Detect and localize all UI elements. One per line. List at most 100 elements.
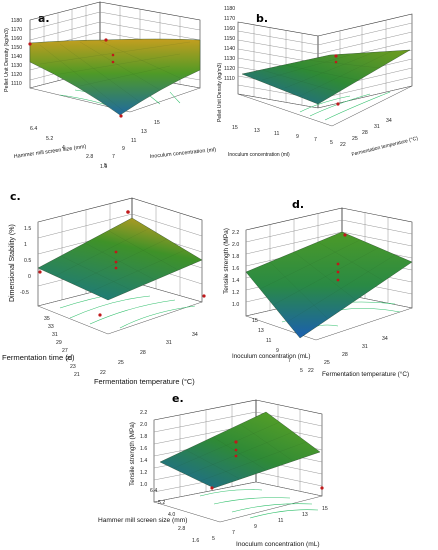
panel-e-point bbox=[320, 486, 324, 490]
panel-d-x-axis-label: Fermentation temperature (°C) bbox=[322, 370, 409, 378]
panel-a-x-tick: 11 bbox=[131, 138, 136, 144]
panel-e-z-tick: 1.4 bbox=[140, 458, 147, 464]
panel-d-x-tick: 22 bbox=[308, 368, 314, 374]
panel-e-x-tick: 11 bbox=[278, 518, 283, 524]
panel-b-z-tick: 1110 bbox=[224, 76, 235, 82]
panel-e-z-tick: 2.0 bbox=[140, 422, 147, 428]
panel-b-z-tick: 1160 bbox=[224, 26, 235, 32]
panel-c-z-tick: 1 bbox=[24, 242, 27, 248]
panel-a-x-tick: 9 bbox=[122, 146, 125, 152]
panel-b-z-tick: 1130 bbox=[224, 56, 235, 62]
panel-c-x-tick: 31 bbox=[166, 340, 172, 346]
panel-d-z-tick: 1.6 bbox=[232, 266, 239, 272]
panel-b-x-tick: 31 bbox=[374, 124, 380, 130]
panel-b-y-tick: 13 bbox=[254, 128, 260, 134]
panel-e-label: e. bbox=[172, 392, 184, 405]
panel-b-surface-mesh bbox=[261, 50, 393, 97]
panel-e-point bbox=[234, 440, 238, 444]
panel-b-y-ticks: 15 13 11 9 7 5 bbox=[232, 125, 333, 146]
panel-e: e. 2.2 2.0 1.8 1.6 1. bbox=[98, 392, 328, 548]
panel-d-z-axis-label: Tensile strength (MPa) bbox=[223, 228, 230, 294]
panel-a-z-tick: 1120 bbox=[11, 72, 22, 78]
panel-c-x-tick: 34 bbox=[192, 332, 198, 338]
panel-a-z-axis-label: Pellet Unit Density (kg/m3) bbox=[4, 28, 10, 92]
panel-e-z-tick: 1.2 bbox=[140, 470, 147, 476]
panel-e-y-tick: 4.0 bbox=[168, 512, 175, 518]
panel-e-z-tick: 2.2 bbox=[140, 410, 147, 416]
panel-c-z-ticks: 1.5 1 0.5 0 -0.5 bbox=[20, 226, 31, 296]
panel-b-x-tick: 25 bbox=[352, 136, 358, 142]
panel-c-point bbox=[98, 313, 102, 317]
panel-a-y-tick: 2.8 bbox=[86, 154, 93, 160]
panel-a-z-tick: 1180 bbox=[11, 18, 22, 24]
panel-c-x-tick: 25 bbox=[118, 360, 124, 366]
panel-e-y-tick: 6.4 bbox=[150, 488, 157, 494]
panel-a-z-tick: 1130 bbox=[11, 63, 22, 69]
panel-e-x-tick: 13 bbox=[302, 512, 308, 518]
panel-a-y-axis-label: Hammer mill screen size (mm) bbox=[13, 144, 86, 160]
panel-d-surface-mesh bbox=[259, 239, 396, 323]
panel-a-design-points bbox=[28, 38, 123, 118]
panel-d-x-tick: 31 bbox=[362, 344, 368, 350]
panel-a-x-tick: 5 bbox=[104, 163, 107, 169]
panel-a-x-tick: 7 bbox=[112, 154, 115, 160]
panel-e-design-points bbox=[210, 440, 324, 490]
panel-c-design-points bbox=[38, 210, 206, 317]
panel-d-x-ticks: 22 25 28 31 34 bbox=[308, 336, 388, 374]
panel-c-x-axis-label: Fermentation temperature (°C) bbox=[94, 377, 195, 386]
panel-d-z-tick: 1.2 bbox=[232, 290, 239, 296]
panel-b-z-tick: 1140 bbox=[224, 46, 235, 52]
panel-a-x-axis-label: Inoculum concentration (ml) bbox=[150, 147, 217, 160]
panel-b-z-ticks: 1180 1170 1160 1150 1140 1130 1120 1110 bbox=[224, 6, 235, 82]
panel-c-point bbox=[202, 294, 206, 298]
panel-a-point bbox=[119, 114, 123, 118]
panel-d-y-tick: 15 bbox=[252, 318, 258, 324]
panel-c-z-tick: 1.5 bbox=[24, 226, 31, 232]
panel-e-y-axis-label: Hammer mill screen size (mm) bbox=[98, 517, 187, 524]
panel-b-y-axis-label: Inoculum concentration (ml) bbox=[228, 152, 290, 158]
panel-c-y-tick: 27 bbox=[62, 348, 68, 354]
panel-e-point bbox=[210, 486, 214, 490]
panel-c-point bbox=[38, 270, 42, 274]
panel-d-z-ticks: 2.2 2.0 1.8 1.6 1.4 1.2 1.0 bbox=[232, 230, 239, 308]
panel-a-point bbox=[111, 60, 115, 64]
panel-b-x-ticks: 22 25 28 31 34 bbox=[340, 118, 392, 148]
panel-e-x-axis-label: Inoculum concentration (mL) bbox=[236, 541, 320, 548]
panel-a-x-tick: 13 bbox=[141, 129, 147, 135]
panel-c-y-tick: 31 bbox=[52, 332, 58, 338]
panel-e-y-tick: 5.2 bbox=[158, 500, 165, 506]
panel-d-y-tick: 5 bbox=[300, 368, 303, 374]
panel-a-point bbox=[28, 42, 32, 46]
panel-a-x-tick: 15 bbox=[154, 120, 160, 126]
panel-e-y-tick: 2.8 bbox=[178, 526, 185, 532]
panel-d-point bbox=[336, 270, 340, 274]
panel-b-x-tick: 22 bbox=[340, 142, 346, 148]
panel-d-point bbox=[343, 233, 347, 237]
panel-a-point bbox=[111, 53, 115, 57]
panel-b-z-axis-label: Pellet Unit Density (kg/m3) bbox=[217, 62, 223, 122]
panel-c-y-tick: 21 bbox=[74, 372, 80, 378]
panel-e-z-axis-label: Tensile strength (MPa) bbox=[129, 422, 136, 486]
panel-e-y-ticks: 6.4 5.2 4.0 2.8 1.6 bbox=[150, 488, 199, 544]
panel-d-y-tick: 13 bbox=[258, 328, 264, 334]
panel-a-point bbox=[104, 38, 108, 42]
panel-d-y-axis-label: Inoculum concentration (mL) bbox=[232, 353, 310, 360]
panel-a-z-tick: 1140 bbox=[11, 54, 22, 60]
panel-e-point bbox=[234, 454, 238, 458]
panel-a-z-ticks: 1180 1170 1160 1150 1140 1130 1120 1110 bbox=[11, 18, 22, 87]
panel-c-y-tick: 23 bbox=[70, 364, 76, 370]
panel-b-y-tick: 5 bbox=[330, 140, 333, 146]
panel-b-point bbox=[334, 60, 338, 64]
panel-d-y-ticks: 15 13 11 9 7 5 bbox=[252, 318, 303, 374]
panel-c: c. 1.5 1 0.5 bbox=[2, 190, 206, 386]
panel-a-y-tick: 4 bbox=[62, 145, 65, 151]
panel-b-x-axis-label: Fermentation temperature (°C) bbox=[351, 136, 419, 158]
panel-a-surface-mesh bbox=[39, 40, 191, 113]
panel-c-x-ticks: 22 25 28 31 34 bbox=[100, 332, 198, 376]
panel-c-surface-mesh bbox=[54, 227, 186, 293]
panel-c-point bbox=[114, 266, 118, 270]
panel-b-z-tick: 1150 bbox=[224, 36, 235, 42]
panel-d-design-points bbox=[336, 233, 347, 282]
panel-c-x-tick: 22 bbox=[100, 370, 106, 376]
panel-d-z-tick: 1.8 bbox=[232, 254, 239, 260]
